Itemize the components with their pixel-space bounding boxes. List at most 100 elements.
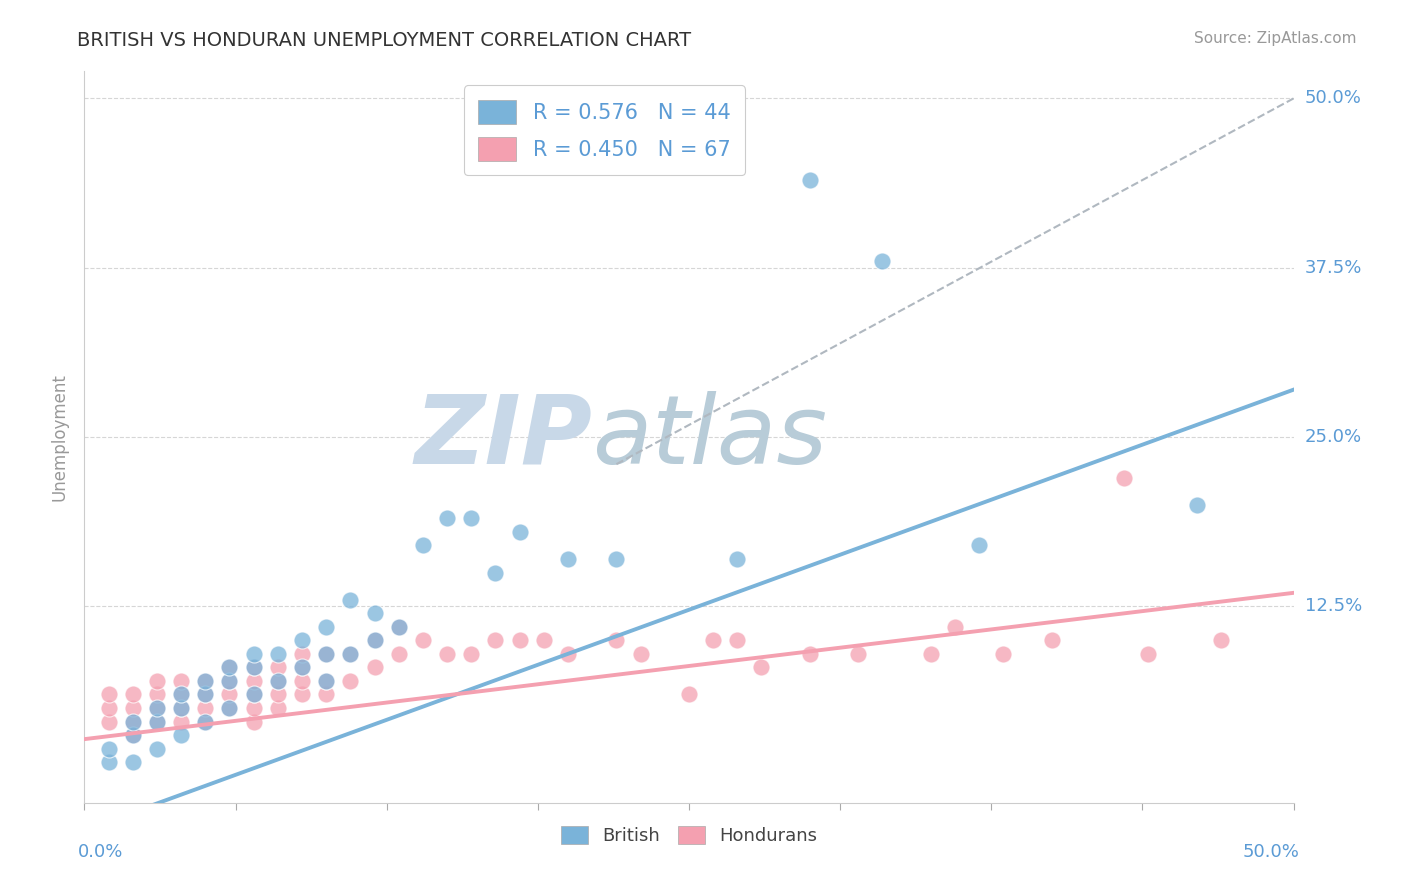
Point [170, 714, 193, 729]
Legend: British, Hondurans: British, Hondurans [554, 819, 824, 852]
Point [242, 660, 264, 674]
Point [97, 741, 120, 756]
Point [605, 552, 627, 566]
Point [218, 660, 240, 674]
Point [146, 701, 169, 715]
Point [291, 633, 314, 648]
Point [170, 673, 193, 688]
Text: 0.0%: 0.0% [79, 843, 124, 861]
Point [315, 620, 337, 634]
Point [218, 673, 240, 688]
Point [799, 647, 821, 661]
Text: BRITISH VS HONDURAN UNEMPLOYMENT CORRELATION CHART: BRITISH VS HONDURAN UNEMPLOYMENT CORRELA… [77, 31, 692, 50]
Point [339, 592, 361, 607]
Point [799, 172, 821, 186]
Point [388, 647, 411, 661]
Text: ZIP: ZIP [415, 391, 592, 483]
Point [291, 660, 314, 674]
Point [339, 673, 361, 688]
Point [436, 511, 458, 525]
Point [315, 673, 337, 688]
Point [484, 633, 506, 648]
Point [267, 647, 290, 661]
Point [315, 673, 337, 688]
Point [872, 254, 894, 268]
Point [363, 606, 385, 620]
Point [194, 714, 217, 729]
Point [291, 647, 314, 661]
Point [218, 660, 240, 674]
Point [97, 701, 120, 715]
Point [846, 647, 869, 661]
Point [484, 566, 506, 580]
Point [291, 660, 314, 674]
Point [460, 511, 482, 525]
Point [218, 688, 240, 702]
Point [557, 552, 579, 566]
Point [97, 755, 120, 769]
Point [388, 620, 411, 634]
Point [218, 701, 240, 715]
Point [97, 688, 120, 702]
Point [242, 673, 264, 688]
Point [194, 688, 217, 702]
Point [146, 714, 169, 729]
Point [702, 633, 724, 648]
Point [291, 688, 314, 702]
Point [363, 633, 385, 648]
Point [170, 728, 193, 742]
Point [194, 714, 217, 729]
Point [170, 701, 193, 715]
Text: 50.0%: 50.0% [1305, 89, 1361, 107]
Text: 12.5%: 12.5% [1305, 598, 1362, 615]
Point [242, 688, 264, 702]
Point [630, 647, 652, 661]
Point [993, 647, 1015, 661]
Point [291, 673, 314, 688]
Point [121, 755, 143, 769]
Point [242, 688, 264, 702]
Point [194, 688, 217, 702]
Point [242, 647, 264, 661]
Point [267, 688, 290, 702]
Point [412, 633, 434, 648]
Point [121, 714, 143, 729]
Point [242, 714, 264, 729]
Point [267, 673, 290, 688]
Point [725, 552, 748, 566]
Point [339, 647, 361, 661]
Point [363, 633, 385, 648]
Text: 25.0%: 25.0% [1305, 428, 1362, 446]
Point [218, 701, 240, 715]
Point [267, 660, 290, 674]
Point [97, 714, 120, 729]
Y-axis label: Unemployment: Unemployment [51, 373, 69, 501]
Text: 50.0%: 50.0% [1243, 843, 1299, 861]
Point [146, 673, 169, 688]
Point [194, 673, 217, 688]
Text: Source: ZipAtlas.com: Source: ZipAtlas.com [1194, 31, 1357, 46]
Point [678, 688, 700, 702]
Point [242, 701, 264, 715]
Point [533, 633, 555, 648]
Point [943, 620, 966, 634]
Point [194, 701, 217, 715]
Point [121, 714, 143, 729]
Point [267, 701, 290, 715]
Point [146, 741, 169, 756]
Point [242, 660, 264, 674]
Point [1185, 498, 1208, 512]
Point [920, 647, 942, 661]
Point [967, 538, 990, 552]
Point [315, 647, 337, 661]
Point [170, 701, 193, 715]
Point [218, 673, 240, 688]
Point [121, 728, 143, 742]
Point [315, 688, 337, 702]
Text: 37.5%: 37.5% [1305, 259, 1362, 277]
Point [194, 673, 217, 688]
Point [363, 660, 385, 674]
Point [121, 728, 143, 742]
Point [315, 647, 337, 661]
Point [436, 647, 458, 661]
